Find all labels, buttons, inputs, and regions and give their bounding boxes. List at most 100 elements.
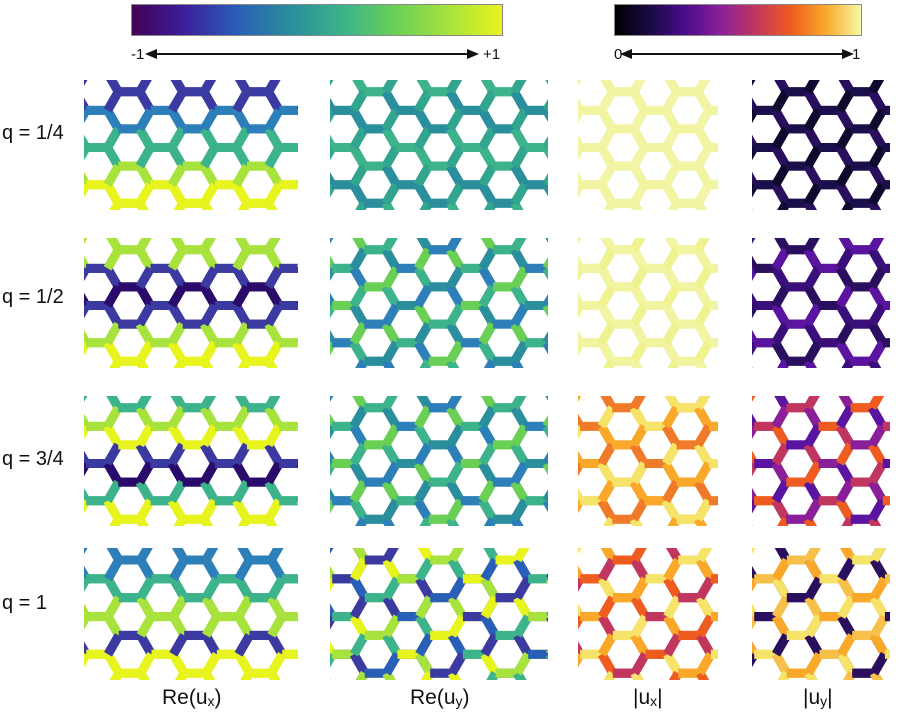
lattice-bond	[804, 576, 824, 600]
lattice-bond	[515, 371, 526, 390]
lattice-bond	[602, 371, 613, 390]
lattice-bond	[330, 292, 337, 307]
lattice-bond	[730, 352, 741, 371]
lattice-bond	[485, 711, 496, 717]
lattice-bond	[269, 371, 280, 390]
lattice-bond	[872, 213, 883, 232]
lattice-bond	[168, 145, 187, 169]
lattice-bond	[546, 617, 548, 623]
lattice-bond	[629, 126, 649, 150]
lattice-bond	[330, 267, 336, 282]
lattice-bond	[232, 479, 251, 503]
col-label-re-ux-main: Re(u	[162, 686, 208, 709]
lattice-bond	[349, 321, 369, 345]
lattice-bond	[202, 652, 221, 676]
lattice-bond	[752, 488, 759, 502]
lattice-bond	[289, 692, 300, 711]
lattice-bond	[301, 398, 312, 417]
lattice-bond	[841, 517, 855, 526]
lattice-bond	[446, 182, 465, 206]
lattice-bond	[510, 396, 527, 411]
lattice-bond	[330, 367, 331, 368]
lattice-bond	[546, 573, 548, 578]
lattice-bond	[200, 247, 219, 271]
lattice-bond	[730, 464, 741, 483]
col-label-re-ux: Re(ux)	[162, 686, 222, 713]
lattice-bond	[578, 267, 584, 282]
lattice-bond	[330, 134, 337, 149]
lattice-bond	[597, 498, 617, 522]
lattice-bond	[446, 405, 465, 429]
col-label-abs-ux-main: |u	[633, 686, 651, 709]
lattice-bond	[448, 576, 467, 600]
lattice-bond	[578, 641, 585, 656]
lattice-bond	[234, 652, 254, 676]
lattice-bond	[135, 461, 155, 485]
lattice-bond	[84, 304, 91, 319]
lattice-bond	[321, 692, 332, 711]
lattice-bond	[730, 148, 741, 167]
lattice-bond	[546, 655, 548, 660]
lattice-bond	[84, 679, 85, 680]
lattice-bond	[808, 213, 819, 232]
lattice-bond	[752, 548, 756, 555]
lattice-bond	[202, 557, 221, 582]
lattice-bond	[542, 99, 548, 112]
lattice-bond	[868, 182, 887, 206]
lattice-bond	[480, 557, 500, 582]
lattice-bond	[43, 692, 54, 711]
lattice-bond	[330, 97, 337, 112]
lattice-bond	[200, 238, 217, 253]
lattice-bond	[868, 479, 887, 503]
lattice-bond	[730, 501, 741, 520]
col-label-abs-uy-tail: |	[827, 686, 833, 709]
lattice-bond	[349, 303, 369, 327]
lattice-bond	[414, 182, 433, 206]
lattice-bond	[418, 548, 435, 563]
lattice-bond	[774, 396, 791, 411]
lattice-bond	[330, 615, 337, 630]
lattice-bond	[578, 109, 584, 124]
lattice-bond	[415, 652, 435, 676]
lattice-bond	[106, 548, 123, 563]
lattice-bond	[694, 238, 711, 253]
lattice-bond	[808, 213, 819, 232]
lattice-bond	[730, 538, 741, 557]
lattice-bond	[547, 398, 558, 417]
lattice-bond	[43, 268, 54, 287]
lattice-bond	[630, 633, 650, 657]
lattice-bond	[381, 163, 401, 187]
lattice-bond	[542, 331, 548, 344]
lattice-bond	[542, 341, 548, 355]
lattice-bond	[542, 257, 548, 270]
lattice-bond	[232, 163, 251, 187]
lattice-bond	[264, 303, 284, 327]
lattice-bond	[694, 424, 713, 448]
lattice-bond	[772, 633, 791, 657]
lattice-bond	[420, 670, 435, 680]
lattice-bond	[296, 427, 298, 431]
lattice-bond	[173, 517, 187, 526]
lattice-bond	[578, 499, 585, 514]
lattice-bond	[870, 595, 889, 619]
lattice-bond	[752, 615, 759, 630]
lattice-bond	[330, 679, 331, 680]
lattice-bond	[803, 126, 823, 150]
lattice-bond	[597, 247, 617, 271]
lattice-bond	[600, 396, 617, 411]
lattice-bond	[772, 557, 791, 582]
lattice-bond	[694, 321, 713, 345]
lattice-bond	[730, 231, 741, 250]
lattice-bond	[301, 222, 312, 241]
lattice-bond	[733, 579, 744, 598]
lattice-bond	[296, 180, 298, 184]
lattice-bond	[200, 126, 219, 150]
lattice-bond	[730, 166, 741, 185]
lattice-bond	[333, 371, 344, 390]
lattice-bond	[698, 371, 709, 390]
lattice-bond	[547, 361, 558, 380]
lattice-bond	[75, 55, 86, 74]
lattice-bond	[583, 692, 594, 711]
lattice-bond	[135, 498, 155, 522]
lattice-bond	[730, 250, 741, 269]
